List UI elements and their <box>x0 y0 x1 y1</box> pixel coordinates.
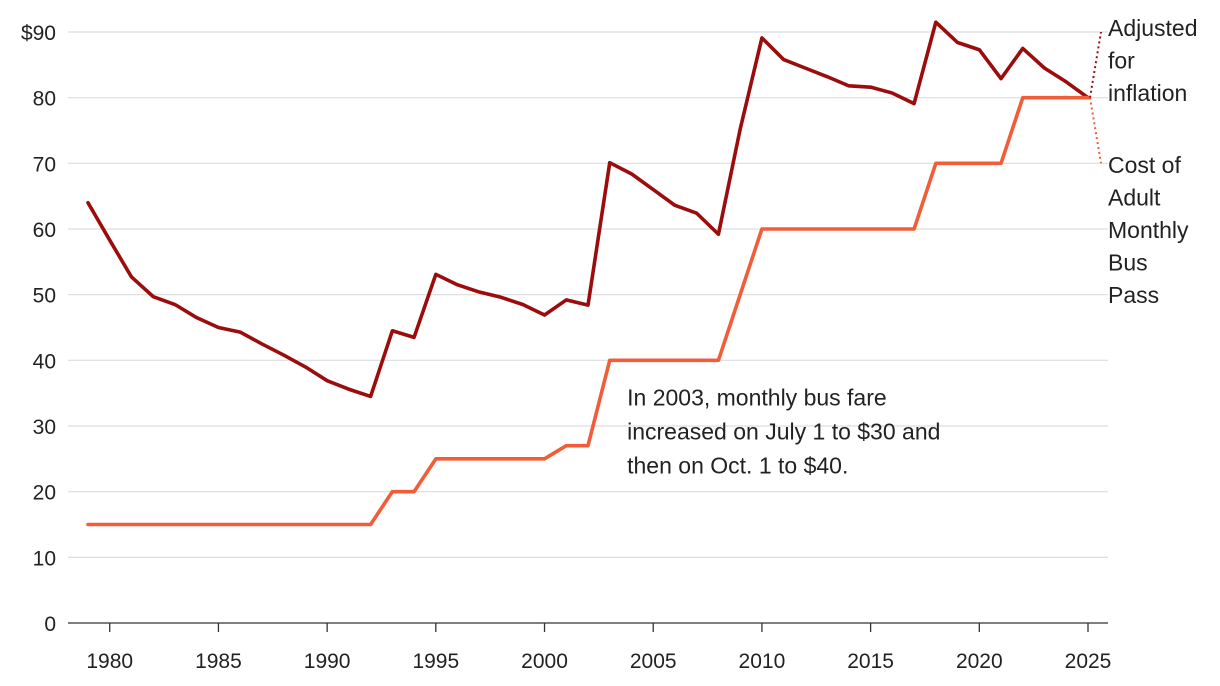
x-tick-label-9: 2025 <box>1065 650 1112 673</box>
series-leader-0 <box>1089 31 1102 98</box>
annotation-0-line-1: increased on July 1 to $30 and <box>627 419 940 445</box>
series-label-0: Adjusted for inflation <box>1108 15 1198 106</box>
y-axis-tick-labels: 0 10 20 30 40 50 60 70 80 $90 <box>21 22 56 636</box>
series-labels: Adjusted for inflation Cost of Adult Monthly B… <box>1089 15 1198 308</box>
x-tick-label-0: 1980 <box>86 650 133 673</box>
series-line-1 <box>86 95 1090 527</box>
x-tick-label-1: 1985 <box>195 650 242 673</box>
series-label-1-line-4: Pass <box>1108 282 1159 308</box>
annotation-0: In 2003, monthly bus fare increased on Ju… <box>627 385 940 479</box>
annotation-0-line-2: then on Oct. 1 to $40. <box>627 453 848 479</box>
series-label-1-line-1: Adult <box>1108 185 1161 211</box>
series-label-1-line-0: Cost of <box>1108 152 1181 178</box>
x-tick-label-6: 2010 <box>739 650 786 673</box>
y-tick-label-7: 70 <box>33 153 56 176</box>
series-line-0 <box>86 20 1090 399</box>
series-label-1-line-2: Monthly <box>1108 217 1189 243</box>
y-tick-label-0: 0 <box>44 613 56 636</box>
y-tick-label-4: 40 <box>33 350 56 373</box>
x-axis-tick-labels: 1980 1985 1990 1995 2000 2005 2010 2015 2020 2025 <box>86 650 1111 673</box>
x-tick-label-7: 2015 <box>847 650 894 673</box>
annotations: In 2003, monthly bus fare increased on Ju… <box>627 385 940 479</box>
x-tick-label-5: 2005 <box>630 650 677 673</box>
y-tick-label-1: 10 <box>33 547 56 570</box>
y-tick-label-3: 30 <box>33 416 56 439</box>
x-tick-label-8: 2020 <box>956 650 1003 673</box>
y-tick-label-8: 80 <box>33 88 56 111</box>
annotation-0-line-0: In 2003, monthly bus fare <box>627 385 887 411</box>
series-label-1: Cost of Adult Monthly Bus Pass <box>1108 152 1189 308</box>
series-label-1-line-3: Bus <box>1108 250 1148 276</box>
y-tick-label-2: 20 <box>33 482 56 505</box>
x-tick-label-2: 1990 <box>304 650 351 673</box>
y-tick-label-6: 60 <box>33 219 56 242</box>
x-tick-label-4: 2000 <box>521 650 568 673</box>
x-tick-label-3: 1995 <box>412 650 459 673</box>
series-leader-1 <box>1089 97 1102 164</box>
x-axis <box>68 622 1108 632</box>
y-tick-label-5: 50 <box>33 285 56 308</box>
series-label-0-line-0: Adjusted <box>1108 15 1198 41</box>
series-label-0-line-1: for <box>1108 48 1135 74</box>
y-tick-label-9: $90 <box>21 22 56 45</box>
series-label-0-line-2: inflation <box>1108 80 1187 106</box>
series-lines <box>86 20 1090 527</box>
